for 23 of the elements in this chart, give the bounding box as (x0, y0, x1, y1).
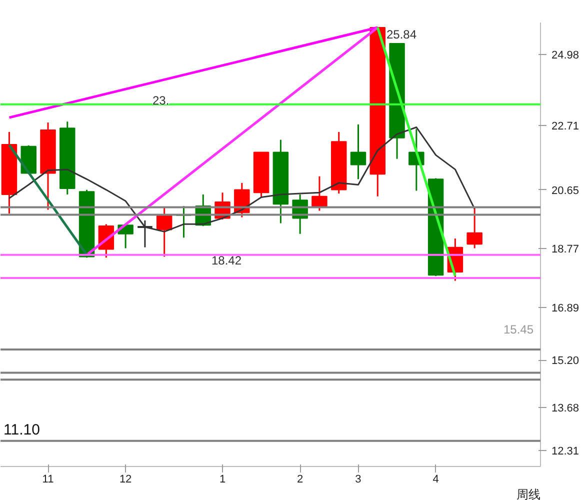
y-tick-label: 12.31 (552, 446, 580, 458)
y-tick-label: 18.77 (552, 244, 580, 256)
candlestick (312, 176, 328, 212)
y-tick-label: 15.20 (552, 355, 580, 368)
annotation: 18.42 (212, 254, 242, 268)
y-tick-label: 20.65 (552, 184, 580, 197)
y-tick-label: 13.68 (552, 402, 580, 415)
x-tick-label: 4 (432, 474, 439, 486)
text: 周线 (516, 488, 540, 500)
annotation: 11.10 (4, 422, 40, 438)
annotation: 23. (152, 94, 170, 108)
annotation: 25.84 (386, 28, 417, 42)
candlestick (350, 124, 366, 180)
x-tick-label: 3 (355, 474, 362, 486)
x-tick-label: 11 (42, 474, 54, 486)
x-tick-label: 1 (219, 474, 226, 486)
text: 15.45 (504, 322, 534, 336)
x-tick-label: 12 (119, 474, 132, 486)
y-tick-label: 22.71 (552, 120, 580, 132)
y-tick-label: 16.89 (552, 302, 580, 314)
candlestick (466, 207, 482, 249)
x-tick-label: 2 (297, 474, 304, 486)
y-tick-label: 24.98 (552, 49, 580, 62)
